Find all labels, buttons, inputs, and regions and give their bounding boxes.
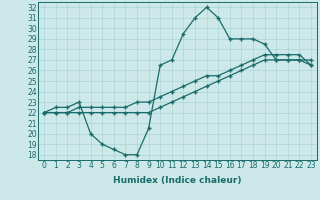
- X-axis label: Humidex (Indice chaleur): Humidex (Indice chaleur): [113, 176, 242, 185]
